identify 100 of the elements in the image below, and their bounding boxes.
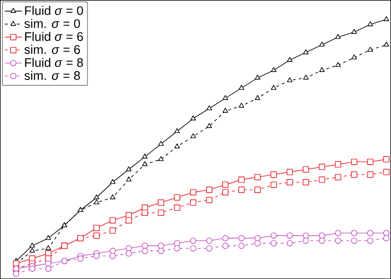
point [286, 240, 293, 246]
point [222, 95, 228, 100]
point [206, 186, 212, 193]
point [110, 178, 116, 184]
point [302, 237, 309, 244]
point [158, 140, 164, 146]
point [142, 248, 148, 254]
point [351, 158, 358, 165]
point [174, 204, 180, 211]
point [254, 186, 261, 193]
point [94, 199, 100, 204]
point [270, 232, 277, 239]
point [190, 237, 196, 244]
point [238, 234, 245, 242]
point [174, 240, 180, 246]
point [318, 176, 326, 183]
point [222, 108, 228, 113]
point [334, 174, 342, 180]
point [77, 255, 84, 262]
point [367, 21, 374, 26]
point [335, 62, 341, 67]
point [158, 210, 164, 216]
point [190, 115, 196, 120]
point [270, 84, 276, 90]
point [303, 74, 309, 80]
point [270, 182, 277, 188]
point [351, 171, 358, 178]
point [335, 34, 341, 39]
point [238, 102, 244, 108]
point [318, 164, 326, 170]
point [270, 240, 277, 246]
point [110, 252, 116, 260]
point [206, 196, 212, 204]
point [142, 154, 148, 158]
legend-label: Fluid σ = 0 [25, 6, 83, 15]
point [254, 95, 260, 100]
point [238, 186, 245, 193]
point [303, 49, 309, 54]
point [126, 250, 132, 256]
point [383, 234, 390, 242]
point [254, 74, 260, 80]
point [334, 237, 342, 244]
point [286, 56, 293, 62]
point [238, 84, 244, 90]
point [174, 143, 180, 148]
point [254, 174, 261, 180]
point [384, 16, 390, 22]
point [158, 156, 164, 161]
point [46, 245, 52, 250]
point [190, 199, 196, 206]
point [383, 156, 390, 162]
point [110, 194, 116, 200]
point [110, 227, 116, 234]
point [29, 265, 36, 272]
point [174, 128, 180, 133]
point [206, 105, 212, 110]
point [383, 168, 390, 176]
point [222, 189, 228, 196]
point [206, 245, 212, 252]
point [254, 234, 261, 242]
point [351, 54, 357, 60]
point [319, 42, 325, 46]
point [206, 237, 212, 244]
point [318, 237, 326, 244]
point [302, 232, 309, 239]
point [238, 242, 245, 249]
point [158, 248, 164, 254]
point [384, 42, 390, 46]
point [334, 161, 342, 168]
point [174, 194, 180, 201]
legend-label: sim. σ = 8 [24, 70, 80, 80]
point [351, 237, 358, 244]
point [286, 168, 293, 176]
point [190, 245, 196, 252]
point [222, 234, 228, 242]
point [270, 171, 277, 178]
point [93, 224, 100, 232]
point [142, 210, 148, 216]
legend-label: Fluid σ = 8 [25, 58, 83, 67]
point [367, 171, 374, 178]
point [367, 46, 374, 52]
point [142, 161, 148, 166]
point [45, 260, 52, 267]
point [302, 166, 309, 173]
point [46, 234, 52, 240]
point [334, 230, 342, 236]
point [222, 242, 228, 249]
point [351, 28, 357, 34]
point [126, 217, 132, 224]
point [238, 176, 245, 183]
point [319, 67, 325, 72]
legend-label: sim. σ = 6 [24, 44, 80, 54]
point [126, 166, 132, 172]
point [29, 248, 35, 253]
point [93, 252, 100, 260]
point [110, 217, 116, 224]
point [254, 240, 261, 246]
point [367, 158, 374, 165]
point [222, 182, 228, 188]
point [93, 232, 100, 239]
